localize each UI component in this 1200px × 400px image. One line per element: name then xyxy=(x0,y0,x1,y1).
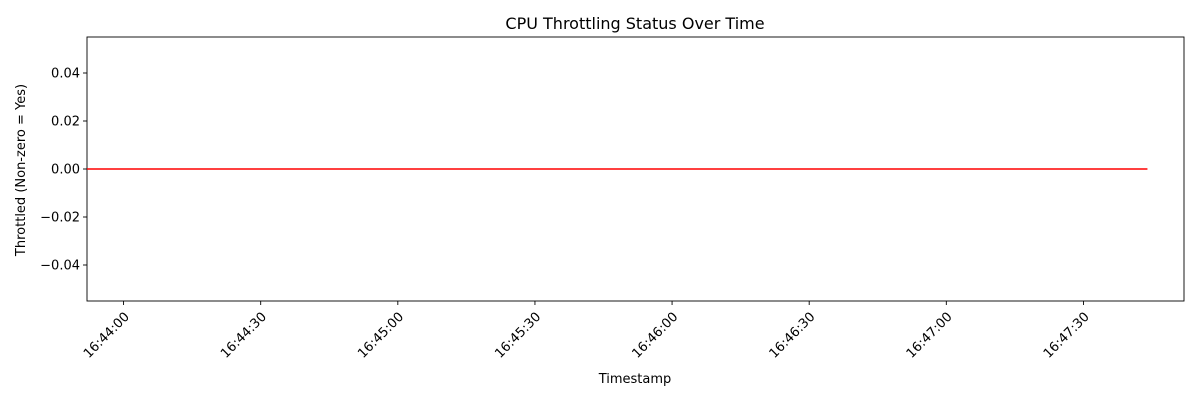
y-tick-label: 0.02 xyxy=(51,115,80,130)
y-tick-label: 0.00 xyxy=(51,163,80,178)
x-axis-label: Timestamp xyxy=(598,372,672,387)
y-tick-label: −0.04 xyxy=(40,259,80,274)
y-tick-label: 0.04 xyxy=(51,67,80,82)
chart-title: CPU Throttling Status Over Time xyxy=(505,14,764,33)
y-axis-label: Throttled (Non-zero = Yes) xyxy=(14,84,29,257)
y-tick-label: −0.02 xyxy=(40,211,80,226)
